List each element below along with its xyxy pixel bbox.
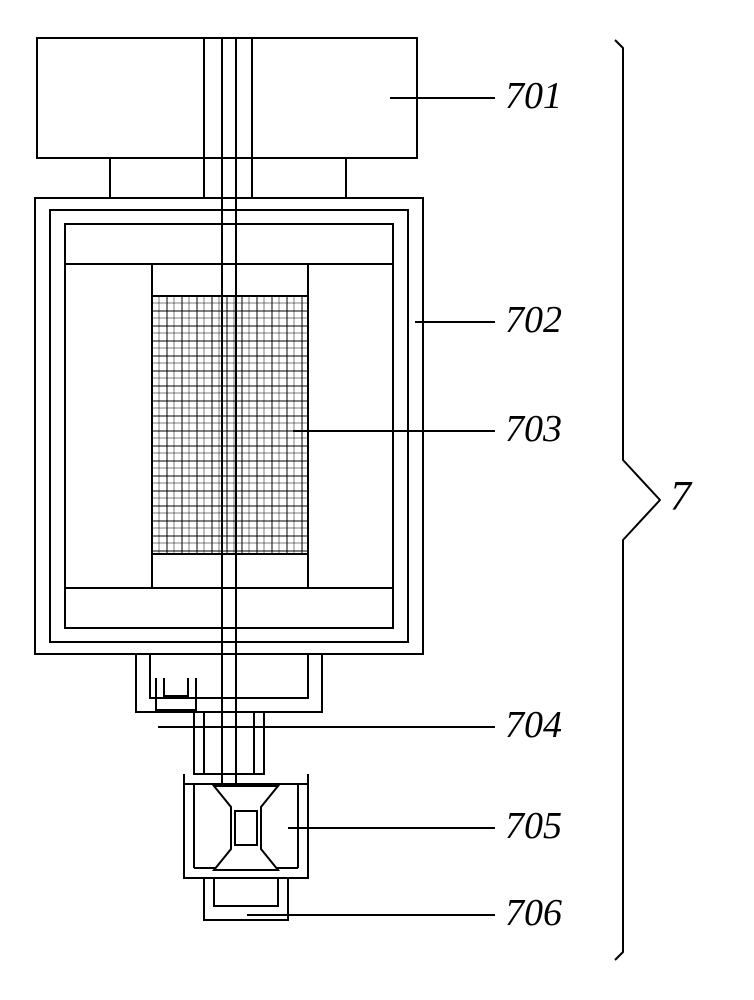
callout-label-701: 701: [505, 75, 562, 117]
group-label: 7: [670, 474, 693, 520]
callout-label-706: 706: [505, 892, 562, 934]
callout-label-704: 704: [505, 704, 562, 746]
callout-label-705: 705: [505, 805, 562, 847]
callout-label-703: 703: [505, 408, 562, 450]
callout-label-702: 702: [505, 299, 562, 341]
